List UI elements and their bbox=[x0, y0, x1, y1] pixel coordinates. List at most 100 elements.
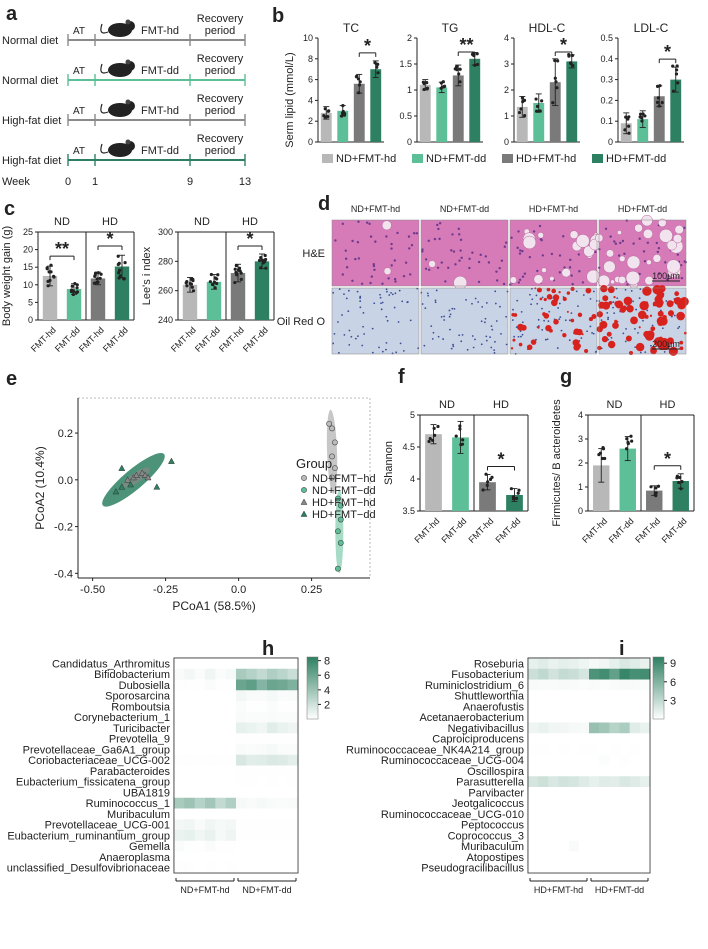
nucleus bbox=[558, 254, 562, 257]
data-point bbox=[376, 62, 380, 66]
lipid-vacuole bbox=[666, 259, 681, 274]
heatmap-cell bbox=[205, 701, 216, 713]
heatmap-row-label: Prevotellaceae_UCG-001 bbox=[45, 820, 170, 832]
heatmap-cell bbox=[287, 679, 299, 691]
nucleus bbox=[512, 308, 514, 311]
lipid-droplet bbox=[570, 318, 575, 323]
diet-label: High-fat diet bbox=[2, 115, 61, 127]
nucleus bbox=[449, 328, 451, 331]
lipid-droplet bbox=[600, 284, 608, 293]
data-point bbox=[488, 477, 493, 481]
heatmap-cell bbox=[578, 840, 590, 852]
data-point bbox=[656, 484, 661, 488]
nucleus bbox=[498, 266, 501, 270]
nucleus bbox=[537, 318, 540, 321]
lipid-vacuole bbox=[672, 234, 683, 244]
heatmap-row-label: UBA1819 bbox=[123, 787, 170, 799]
legend-label-0: ND+FMT-hd bbox=[336, 153, 396, 165]
nucleus bbox=[642, 250, 646, 253]
legend-marker bbox=[301, 487, 307, 493]
data-point bbox=[540, 99, 544, 103]
heatmap-cell bbox=[194, 851, 206, 863]
heatmap-cell bbox=[629, 722, 641, 734]
scale-label: 100μm bbox=[652, 271, 680, 281]
heatmap-cell bbox=[528, 830, 539, 842]
heatmap-cell bbox=[277, 776, 288, 788]
heatmap-cell bbox=[236, 765, 247, 777]
nucleus bbox=[531, 298, 534, 301]
data-point bbox=[208, 280, 212, 284]
lipid-droplet bbox=[537, 326, 540, 329]
heatmap-cell bbox=[277, 744, 288, 756]
heatmap-cell bbox=[215, 754, 226, 766]
heatmap-cell bbox=[194, 668, 206, 680]
heatmap-cell bbox=[568, 744, 580, 756]
data-point bbox=[341, 104, 345, 108]
nucleus bbox=[580, 337, 583, 339]
heatmap-cell bbox=[548, 851, 559, 863]
data-point bbox=[679, 487, 683, 491]
heatmap-cell bbox=[287, 862, 299, 874]
hd-label: HD bbox=[660, 399, 676, 411]
heatmap-cell bbox=[184, 668, 195, 680]
heatmap-cell bbox=[619, 765, 630, 777]
nucleus bbox=[385, 315, 388, 318]
heatmap-cell bbox=[558, 733, 569, 745]
heatmap-cell bbox=[538, 701, 549, 713]
heatmap-cell bbox=[246, 765, 257, 777]
pcoa-point bbox=[332, 465, 338, 472]
x-tick-label: FMT-dd bbox=[53, 325, 82, 354]
nucleus bbox=[459, 249, 462, 252]
nucleus bbox=[398, 289, 401, 292]
lipid-droplet bbox=[607, 286, 615, 294]
panel-letter-f: f bbox=[398, 366, 405, 388]
data-point bbox=[238, 269, 242, 273]
panel-letter-e: e bbox=[6, 368, 17, 390]
heatmap-cell bbox=[246, 744, 257, 756]
heatmap-cell bbox=[528, 797, 539, 809]
heatmap-row-label: Muribaculum bbox=[461, 841, 524, 853]
y-tick-label: 1 bbox=[407, 85, 412, 95]
data-point bbox=[537, 109, 541, 113]
heatmap-row-label: Sporosarcina bbox=[105, 691, 171, 703]
lipid-droplet bbox=[657, 320, 664, 327]
nucleus bbox=[532, 230, 536, 233]
heatmap-cell bbox=[267, 744, 278, 756]
nucleus bbox=[404, 261, 408, 264]
heatmap-cell bbox=[619, 701, 630, 713]
heatmap-cell bbox=[548, 840, 559, 852]
lipid-vacuole bbox=[674, 224, 684, 235]
pcoa-point bbox=[332, 439, 338, 446]
heatmap-cell bbox=[277, 754, 288, 766]
heatmap-cell bbox=[225, 701, 237, 713]
data-point bbox=[473, 63, 477, 67]
data-point bbox=[671, 64, 675, 68]
heatmap-cell bbox=[538, 830, 549, 842]
heatmap-row-label: Fusobacterium bbox=[451, 669, 524, 681]
heatmap-cell bbox=[558, 851, 569, 863]
heatmap-cell bbox=[558, 679, 569, 691]
nucleus bbox=[485, 302, 488, 304]
nucleus bbox=[513, 335, 516, 338]
x-tick-label: FMT-dd bbox=[193, 325, 222, 354]
nucleus bbox=[589, 325, 592, 328]
lipid-droplet bbox=[518, 342, 523, 347]
nucleus bbox=[541, 328, 544, 331]
lipid-vacuole bbox=[658, 218, 667, 228]
data-point bbox=[118, 268, 122, 272]
heatmap-cell bbox=[184, 754, 195, 766]
x-tick-label: FMT-hd bbox=[217, 325, 246, 354]
bar-3 bbox=[254, 261, 270, 320]
heatmap-cell bbox=[225, 679, 237, 691]
data-point bbox=[554, 80, 558, 84]
mouse-icon bbox=[100, 59, 135, 77]
heatmap-cell bbox=[246, 733, 257, 745]
nucleus bbox=[519, 330, 522, 333]
nucleus bbox=[536, 269, 539, 273]
pcoa-point bbox=[118, 464, 126, 471]
data-point bbox=[123, 261, 127, 265]
nucleus bbox=[560, 329, 563, 332]
nucleus bbox=[575, 290, 578, 293]
histo-tile bbox=[420, 219, 509, 290]
heatmap-cell bbox=[589, 679, 600, 691]
